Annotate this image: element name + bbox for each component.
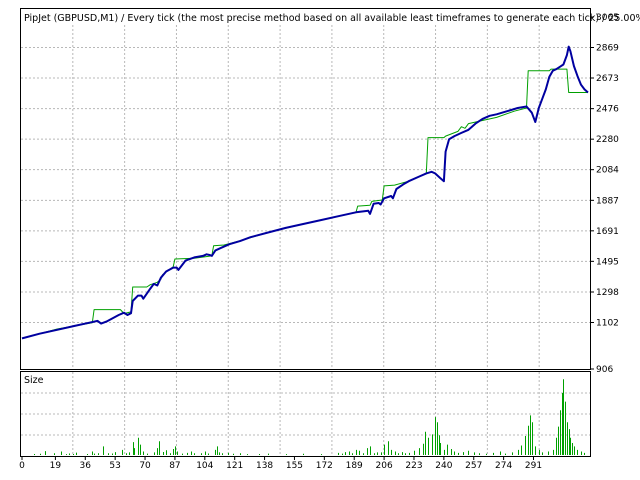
- x-tick-label: 206: [376, 461, 393, 471]
- chart-title: PipJet (GBPUSD,M1) / Every tick (the mos…: [24, 13, 640, 24]
- main-y-tick-label: 2869: [596, 44, 619, 54]
- size-y-tick-label: 906: [596, 365, 613, 375]
- main-plot-frame: [20, 8, 591, 370]
- x-tick-label: 70: [139, 461, 151, 471]
- main-y-tick-label: 1495: [596, 257, 619, 267]
- x-tick-label: 172: [316, 461, 333, 471]
- size-y-tick-labels: 906: [590, 365, 613, 375]
- x-tick-label: 53: [109, 461, 120, 471]
- x-tick-label: 104: [196, 461, 213, 471]
- main-series-lines: [21, 45, 589, 340]
- size-bars: [34, 379, 585, 455]
- x-tick-label: 19: [50, 461, 62, 471]
- main-y-tick-label: 1298: [596, 288, 619, 298]
- main-y-tick-label: 3065: [596, 13, 619, 23]
- main-y-tick-label: 2280: [596, 135, 619, 145]
- main-y-tick-label: 1102: [596, 318, 619, 328]
- main-y-tick-label: 2476: [596, 105, 619, 115]
- main-y-tick-label: 1691: [596, 227, 619, 237]
- size-title: Size: [24, 375, 44, 386]
- main-y-tick-label: 2084: [596, 166, 619, 176]
- x-tick-label: 189: [346, 461, 363, 471]
- x-tick-label: 155: [286, 461, 303, 471]
- x-tick-label: 87: [169, 461, 180, 471]
- balance-line: [21, 45, 589, 340]
- x-tick-label: 36: [80, 461, 92, 471]
- size-chart-panel: 906 Size: [20, 365, 613, 457]
- x-tick-label: 121: [226, 461, 243, 471]
- main-y-tick-label: 1887: [596, 196, 619, 206]
- x-tick-label: 257: [465, 461, 482, 471]
- balance-chart-panel: 3065 2869 2673 2476 2280 2084 1887 1691 1495 1298…: [20, 8, 640, 370]
- main-y-tick-label: 2673: [596, 74, 619, 84]
- main-y-tick-labels: 3065 2869 2673 2476 2280 2084 1887 1691 1495 1298…: [590, 13, 619, 328]
- x-tick-label: 223: [405, 461, 422, 471]
- x-tick-label: 291: [525, 461, 542, 471]
- x-tick-labels: 0 19 36 53 70 87 104 121 138 155 172 189 206 223 240 25…: [19, 457, 542, 471]
- x-tick-label: 138: [256, 461, 273, 471]
- main-gridlines: [21, 9, 590, 369]
- title-background: [21, 9, 573, 25]
- x-tick-label: 274: [495, 461, 512, 471]
- x-tick-label: 240: [435, 461, 452, 471]
- x-tick-label: 0: [19, 461, 25, 471]
